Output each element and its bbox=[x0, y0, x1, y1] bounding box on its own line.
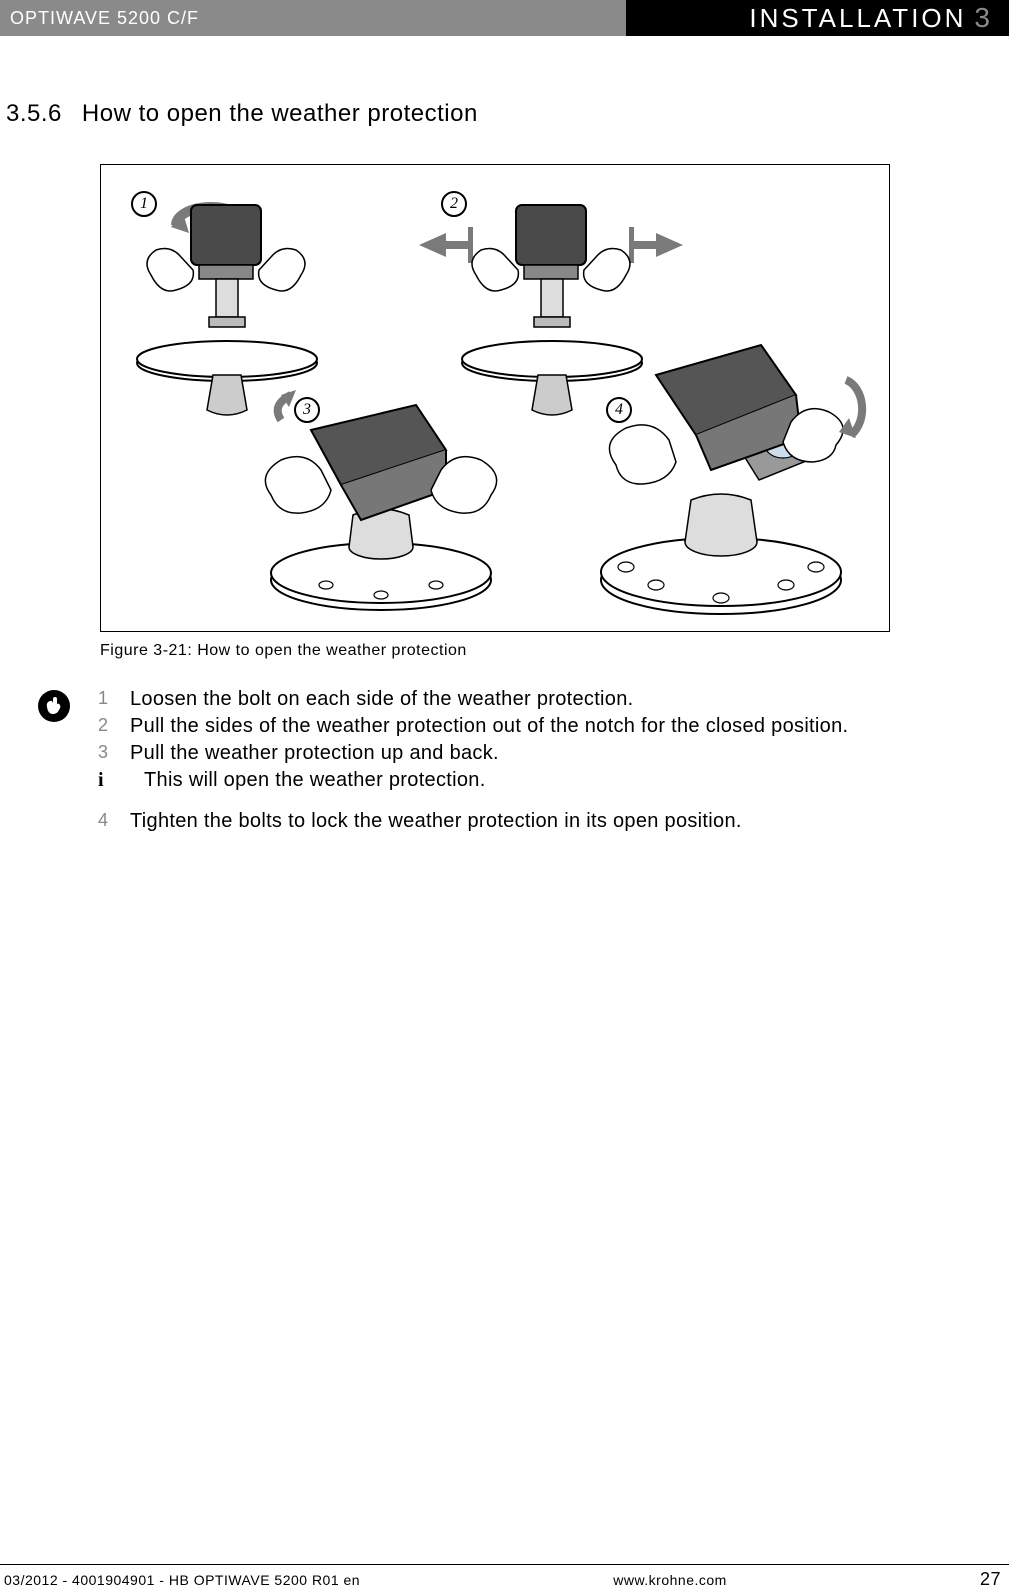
info-text: This will open the weather protection. bbox=[144, 769, 486, 792]
step-number: 1 bbox=[98, 688, 112, 711]
page-number: 27 bbox=[980, 1569, 1001, 1590]
info-icon: i bbox=[98, 769, 112, 792]
section-title: How to open the weather protection bbox=[82, 100, 478, 128]
step-number: 3 bbox=[98, 742, 112, 765]
device-drawing-3 bbox=[231, 385, 531, 625]
footer-left: 03/2012 - 4001904901 - HB OPTIWAVE 5200 … bbox=[4, 1572, 360, 1588]
chapter-title: INSTALLATION bbox=[749, 3, 966, 34]
page-header: OPTIWAVE 5200 C/F INSTALLATION 3 bbox=[0, 0, 1009, 36]
callout-1: 1 bbox=[131, 191, 157, 217]
device-drawing-4 bbox=[561, 320, 881, 625]
callout-2: 2 bbox=[441, 191, 467, 217]
step-row: 4 Tighten the bolts to lock the weather … bbox=[98, 810, 848, 833]
step-text: Pull the weather protection up and back. bbox=[130, 742, 499, 765]
figure-caption: Figure 3-21: How to open the weather pro… bbox=[100, 642, 1009, 660]
step-text: Pull the sides of the weather protection… bbox=[130, 715, 848, 738]
chapter-number: 3 bbox=[974, 2, 993, 34]
step-number: 2 bbox=[98, 715, 112, 738]
callout-3: 3 bbox=[294, 397, 320, 423]
page-footer: 03/2012 - 4001904901 - HB OPTIWAVE 5200 … bbox=[0, 1564, 1009, 1596]
section-heading: 3.5.6 How to open the weather protection bbox=[6, 100, 1009, 128]
steps-list: 1 Loosen the bolt on each side of the we… bbox=[98, 688, 848, 837]
figure-box: 1 2 bbox=[100, 164, 890, 632]
step-text: Loosen the bolt on each side of the weat… bbox=[130, 688, 634, 711]
step-row: 1 Loosen the bolt on each side of the we… bbox=[98, 688, 848, 711]
step-row: 3 Pull the weather protection up and bac… bbox=[98, 742, 848, 765]
step-number: 4 bbox=[98, 810, 112, 833]
footer-center: www.krohne.com bbox=[613, 1572, 727, 1588]
hand-icon bbox=[38, 690, 70, 722]
steps-block: 1 Loosen the bolt on each side of the we… bbox=[38, 688, 1009, 837]
chapter-title-block: INSTALLATION 3 bbox=[626, 0, 1009, 36]
callout-4: 4 bbox=[606, 397, 632, 423]
section-number: 3.5.6 bbox=[6, 100, 62, 128]
step-text: Tighten the bolts to lock the weather pr… bbox=[130, 810, 742, 833]
product-name: OPTIWAVE 5200 C/F bbox=[0, 0, 626, 36]
step-row: 2 Pull the sides of the weather protecti… bbox=[98, 715, 848, 738]
info-row: i This will open the weather protection. bbox=[98, 769, 848, 792]
